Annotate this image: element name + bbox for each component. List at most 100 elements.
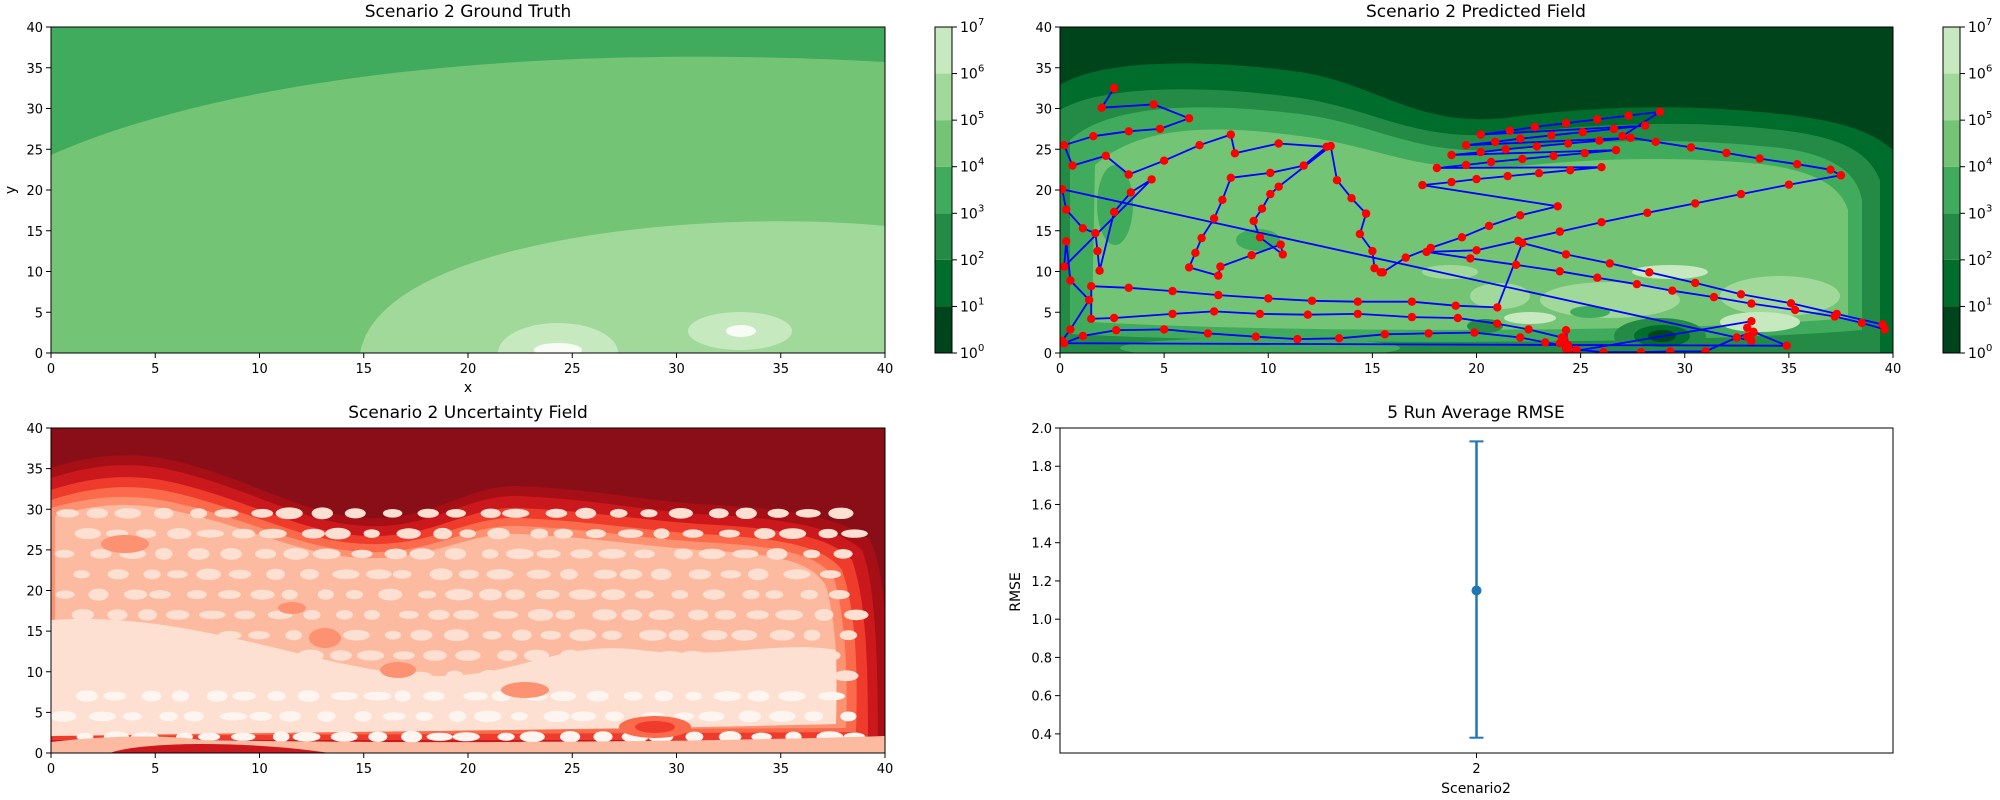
uncertainty-cell <box>742 589 760 600</box>
uncertainty-cell <box>73 570 90 579</box>
uncertainty-cell <box>330 692 358 701</box>
path-waypoint <box>1109 207 1119 217</box>
uncertainty-cell <box>754 528 776 540</box>
path-waypoint <box>1655 107 1665 117</box>
uncertainty-cell <box>231 732 256 741</box>
uncertainty-cell <box>769 629 795 641</box>
uncertainty-cell <box>674 548 693 560</box>
unc-xtick-label: 10 <box>251 762 268 777</box>
uncertainty-cell <box>255 548 277 559</box>
pf-ytick-label: 15 <box>1035 225 1052 240</box>
uncertainty-cell <box>345 590 363 600</box>
uncertainty-cell <box>309 671 338 681</box>
uncertainty-title: Scenario 2 Uncertainty Field <box>348 403 588 423</box>
path-waypoint <box>1709 292 1719 302</box>
uncertainty-cell <box>767 508 789 518</box>
path-waypoint <box>1561 250 1571 259</box>
uncertainty-cell <box>363 529 380 538</box>
path-waypoint <box>1516 211 1525 220</box>
uncertainty-cell <box>300 569 319 580</box>
path-waypoint <box>1091 229 1100 238</box>
uncertainty-cell <box>88 711 116 722</box>
path-waypoint <box>1553 202 1562 211</box>
uncertainty-cell <box>668 629 689 641</box>
path-waypoint <box>1089 132 1098 141</box>
uncertainty-cell <box>54 549 75 559</box>
uncertainty-cell <box>590 649 615 662</box>
pf-ytick-label: 40 <box>1035 21 1052 36</box>
path-waypoint <box>1561 119 1571 128</box>
uncertainty-cell <box>423 650 447 661</box>
uncertainty-cell <box>91 671 116 680</box>
uncertainty-cell <box>56 509 79 518</box>
uncertainty-cell <box>231 528 255 539</box>
path-waypoint <box>1147 175 1156 184</box>
gt-ytick-label: 0 <box>35 347 43 362</box>
uncertainty-cell <box>143 569 161 580</box>
uncertainty-cell <box>250 589 275 600</box>
uncertainty-cell <box>234 610 256 620</box>
path-waypoint <box>1353 309 1363 319</box>
uncertainty-cell <box>264 651 287 660</box>
cbar-b-band <box>1943 73 1960 121</box>
path-waypoint <box>1782 341 1792 350</box>
path-waypoint <box>1293 334 1302 344</box>
cbar-a-tick-exponent: 3 <box>978 203 984 214</box>
path-waypoint <box>1572 345 1581 353</box>
uncertainty-cell <box>841 529 868 538</box>
uncertainty-cell <box>474 710 502 723</box>
path-waypoint <box>1516 333 1525 342</box>
uncertainty-cell <box>650 568 672 580</box>
path-waypoint <box>1611 145 1621 155</box>
path-waypoint <box>1626 133 1635 142</box>
path-waypoint <box>1447 150 1456 160</box>
uncertainty-cell <box>167 528 192 540</box>
path-waypoint <box>1109 83 1119 93</box>
uncertainty-cell <box>312 548 341 560</box>
uncertainty-cell <box>555 610 576 620</box>
uncertainty-cell <box>88 588 109 601</box>
uncertainty-cell <box>71 609 94 621</box>
path-waypoint <box>1184 263 1194 272</box>
uncertainty-cell <box>125 631 142 640</box>
uncertainty-cell <box>417 508 439 518</box>
uncertainty-cell <box>634 549 655 559</box>
rmse-ytick-label: 1.0 <box>1031 613 1052 628</box>
path-waypoint <box>1597 218 1606 227</box>
path-waypoint <box>1068 161 1077 170</box>
uncertainty-cell <box>382 509 403 518</box>
path-waypoint <box>1214 290 1223 300</box>
cbar-a-band <box>935 166 952 214</box>
path-waypoint <box>1060 336 1067 345</box>
path-waypoint <box>1566 166 1575 175</box>
uncertainty-cell <box>186 590 207 600</box>
path-waypoint <box>1555 267 1565 276</box>
cbar-b-tick-exponent: 4 <box>1986 157 1992 168</box>
uncertainty-cell <box>55 590 75 599</box>
uncertainty-cell <box>747 690 770 702</box>
uncertainty-cell <box>708 508 729 519</box>
gt-xtick-label: 30 <box>668 362 685 377</box>
pf-ytick-label: 30 <box>1035 103 1052 118</box>
uncertainty-cell <box>463 691 489 701</box>
uncertainty-cell <box>804 711 824 722</box>
ground-truth-axes: 0 5 10 15 20 25 30 35 40 0 5 10 15 20 25 30 35 40 <box>26 21 893 377</box>
path-waypoint <box>1826 165 1835 174</box>
cbar-a-tick-exponent: 0 <box>978 343 984 354</box>
uncertainty-cell <box>778 691 806 702</box>
uncertainty-cell <box>487 527 510 540</box>
uncertainty-cell <box>248 671 267 681</box>
uncertainty-cell <box>214 509 239 518</box>
uncertainty-cell <box>336 610 353 620</box>
path-waypoint <box>1501 145 1510 154</box>
gt-xtick-label: 20 <box>460 362 477 377</box>
uncertainty-cell <box>524 649 549 662</box>
path-waypoint <box>1457 233 1467 242</box>
uncertainty-cell <box>654 690 674 702</box>
path-waypoint <box>1541 338 1550 347</box>
cbar-b-tick-exponent: 5 <box>1986 110 1992 121</box>
uncertainty-cell <box>394 690 411 702</box>
pf-xtick-label: 5 <box>1160 362 1168 377</box>
path-waypoint <box>1555 227 1565 236</box>
cbar-b-band <box>1943 120 1960 167</box>
